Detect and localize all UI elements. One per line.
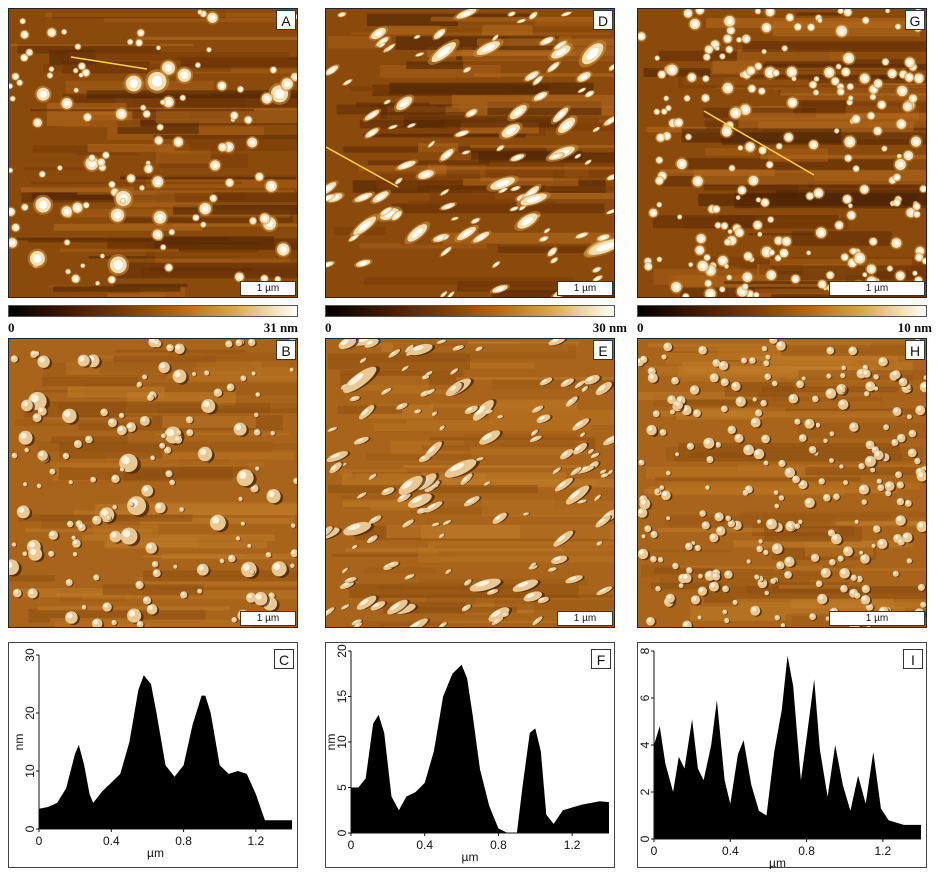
color-scale-max-1: 31 nm xyxy=(263,320,298,335)
y-tick-label: 30 xyxy=(23,648,37,662)
height-profile-c: 0 10 20 30 0 0.4 0.8 1.2 µm nm C xyxy=(8,642,298,868)
afm-height-image-d: D 1 µm xyxy=(325,8,615,298)
y-tick-label: 10 xyxy=(335,735,349,749)
panel-label-e: E xyxy=(593,340,613,360)
height-profile-i: 0 2 4 6 8 0 0.4 0.8 1.2 µm nm I xyxy=(637,642,927,869)
y-axis-label: nm xyxy=(12,734,26,751)
color-scale-bar-2 xyxy=(325,305,615,317)
color-scale-max-2: 30 nm xyxy=(592,320,627,335)
y-tick-label: 15 xyxy=(335,690,349,704)
y-tick-label: 0 xyxy=(23,825,37,832)
column-3: G 1 µm 0 10 nm H 1 µm 0 2 4 6 8 0 0.4 0.8 1.2 µm n… xyxy=(637,0,937,883)
panel-label-h: H xyxy=(905,340,925,360)
x-tick-label: 0 xyxy=(36,834,43,848)
x-tick-label: 0.4 xyxy=(103,834,120,848)
column-2: D 1 µm 0 30 nm E 1 µm 0 5 10 15 20 0 0.4 0.8 1.2… xyxy=(325,0,627,883)
scale-bar-g: 1 µm xyxy=(829,281,925,296)
profile-area-f xyxy=(351,664,609,833)
y-tick-label: 10 xyxy=(23,764,37,778)
x-tick-label: 0.4 xyxy=(722,844,739,858)
profile-line xyxy=(326,146,399,188)
column-1: A 1 µm 0 31 nm B 1 µm 0 10 20 30 0 0.4 0.8 1.2 µ… xyxy=(8,0,308,883)
panel-label-c: C xyxy=(274,649,294,669)
x-tick-label: 1.2 xyxy=(564,838,581,852)
x-tick-label: 1.2 xyxy=(248,834,265,848)
x-tick-label: 0 xyxy=(651,844,658,858)
y-axis-label: nm xyxy=(638,737,641,754)
x-tick-label: 0.8 xyxy=(175,834,192,848)
y-tick-label: 6 xyxy=(638,694,652,701)
scale-bar-h: 1 µm xyxy=(829,611,925,626)
color-scale-min-1: 0 xyxy=(8,320,15,335)
afm-amplitude-image-e: E 1 µm xyxy=(325,338,615,628)
scale-bar-b: 1 µm xyxy=(240,611,296,626)
color-scale-bar-3 xyxy=(637,305,927,317)
y-tick-label: 5 xyxy=(335,784,349,791)
y-tick-label: 20 xyxy=(23,706,37,720)
y-tick-label: 4 xyxy=(638,741,652,748)
scale-bar-e: 1 µm xyxy=(557,611,613,626)
color-scale-bar-1 xyxy=(8,305,298,317)
x-axis-label: µm xyxy=(769,856,786,869)
y-tick-label: 0 xyxy=(638,835,652,842)
panel-label-d: D xyxy=(593,10,613,30)
panel-label-g: G xyxy=(905,10,925,30)
profile-line xyxy=(70,56,148,70)
profile-area-i xyxy=(654,655,921,839)
y-tick-label: 0 xyxy=(335,829,349,836)
y-axis-label: nm xyxy=(326,734,338,751)
panel-label-a: A xyxy=(276,10,296,30)
panel-label-i: I xyxy=(903,649,923,669)
y-tick-label: 2 xyxy=(638,788,652,795)
color-scale-max-3: 10 nm xyxy=(897,320,932,335)
x-axis-label: µm xyxy=(147,846,164,860)
scale-bar-d: 1 µm xyxy=(557,281,613,296)
afm-amplitude-image-h: H 1 µm xyxy=(637,338,927,628)
x-tick-label: 1.2 xyxy=(875,844,892,858)
panel-label-f: F xyxy=(591,649,611,669)
afm-amplitude-image-b: B 1 µm xyxy=(8,338,298,628)
y-tick-label: 8 xyxy=(638,647,652,654)
x-axis-label: µm xyxy=(462,850,479,864)
color-scale-min-3: 0 xyxy=(637,320,644,335)
panel-label-b: B xyxy=(276,340,296,360)
profile-area-c xyxy=(39,675,292,829)
profile-line xyxy=(703,110,815,176)
color-scale-min-2: 0 xyxy=(325,320,332,335)
x-tick-label: 0.8 xyxy=(798,844,815,858)
x-tick-label: 0.8 xyxy=(490,838,507,852)
x-tick-label: 0.4 xyxy=(416,838,433,852)
scale-bar-a: 1 µm xyxy=(240,281,296,296)
y-tick-label: 20 xyxy=(335,644,349,658)
afm-height-image-a: A 1 µm xyxy=(8,8,298,298)
afm-height-image-g: G 1 µm xyxy=(637,8,927,298)
height-profile-f: 0 5 10 15 20 0 0.4 0.8 1.2 µm nm F xyxy=(325,642,615,868)
x-tick-label: 0 xyxy=(348,838,355,852)
